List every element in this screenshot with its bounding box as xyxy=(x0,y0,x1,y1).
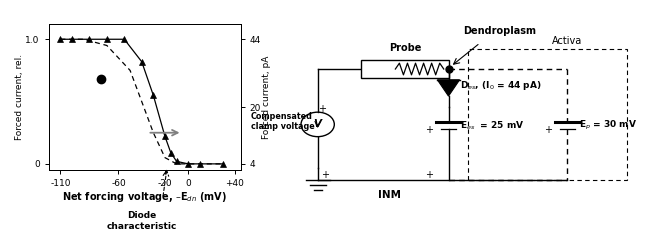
Text: Activa: Activa xyxy=(552,36,582,46)
Polygon shape xyxy=(437,80,460,96)
Text: Dendroplasm: Dendroplasm xyxy=(463,26,536,36)
Text: Diode
characteristic: Diode characteristic xyxy=(107,211,177,231)
Y-axis label: Forced current, pA: Forced current, pA xyxy=(263,55,271,139)
Text: INM: INM xyxy=(378,190,400,200)
Text: +: + xyxy=(321,170,329,181)
Text: Compensated
clamp voltage: Compensated clamp voltage xyxy=(251,112,315,131)
Bar xyxy=(361,60,448,78)
Text: +: + xyxy=(545,125,552,135)
Bar xyxy=(468,49,627,180)
Text: E$_{es}$  = 25 mV: E$_{es}$ = 25 mV xyxy=(460,120,525,132)
X-axis label: Net forcing voltage, –E$_{dn}$ (mV): Net forcing voltage, –E$_{dn}$ (mV) xyxy=(62,190,228,204)
Text: V: V xyxy=(314,119,322,130)
Text: +: + xyxy=(426,170,434,181)
Text: +: + xyxy=(318,104,326,114)
Text: E$_p$ = 30 mV: E$_p$ = 30 mV xyxy=(578,119,637,132)
Text: Probe: Probe xyxy=(389,43,421,53)
Text: +: + xyxy=(426,125,434,135)
Text: D$_{es}$, (I$_0$ = 44 pA): D$_{es}$, (I$_0$ = 44 pA) xyxy=(460,78,542,92)
Y-axis label: Forced current, rel.: Forced current, rel. xyxy=(15,54,24,140)
